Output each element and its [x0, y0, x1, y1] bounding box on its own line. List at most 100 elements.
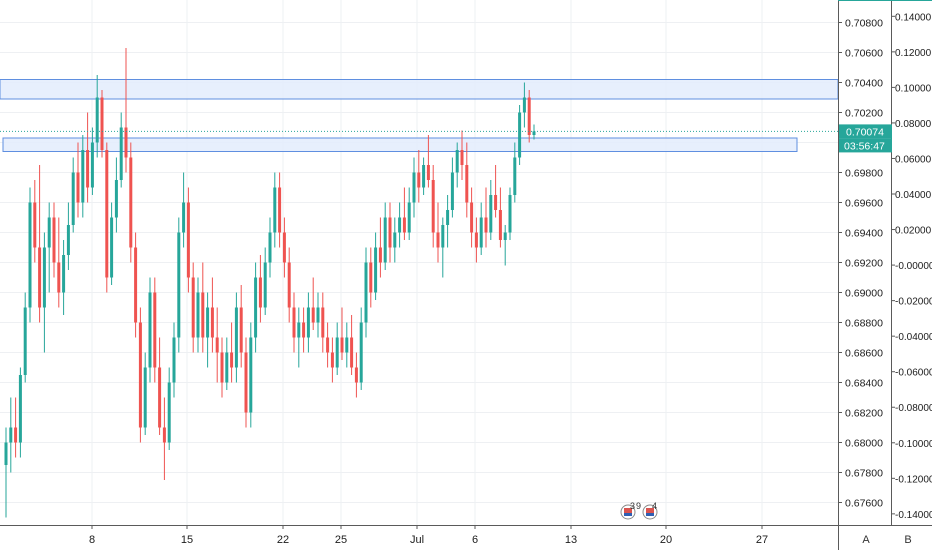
candle-body	[81, 150, 85, 203]
candle	[383, 202, 387, 270]
candle	[95, 75, 99, 158]
log-scale-toggle[interactable]: B	[904, 534, 911, 546]
candle	[9, 397, 13, 473]
candle	[143, 352, 147, 435]
candle-body	[287, 262, 291, 308]
candle	[263, 247, 267, 315]
candle	[498, 187, 502, 248]
candle-body	[426, 165, 430, 180]
candle-body	[38, 247, 42, 308]
candle	[470, 187, 474, 248]
candle-body	[321, 307, 325, 338]
candle-body	[52, 217, 56, 263]
candle-body	[532, 131, 536, 135]
candle	[158, 337, 162, 435]
price-tick-label: 0.68200	[845, 408, 883, 420]
candle	[441, 217, 445, 278]
candle-body	[234, 307, 238, 368]
candle-body	[282, 232, 286, 263]
candle-body	[335, 337, 339, 368]
candle	[508, 187, 512, 240]
candle-body	[182, 202, 186, 233]
candle-body	[57, 262, 61, 293]
candle	[191, 262, 195, 353]
candle-body	[143, 367, 147, 428]
candle	[431, 165, 435, 248]
candle-body	[220, 352, 224, 383]
current-price-badge: 0.70074 03:56:47	[839, 124, 892, 153]
candle	[474, 217, 478, 263]
candle-body	[28, 202, 32, 308]
candle-body	[215, 337, 219, 353]
candle-body	[254, 277, 258, 338]
secondary-tick-label: -0.00000	[895, 261, 932, 272]
candle	[489, 180, 493, 240]
candle	[282, 217, 286, 278]
candle-body	[167, 382, 171, 443]
event-marker-count: 3	[630, 501, 635, 511]
candle-body	[326, 337, 330, 353]
candle-body	[42, 247, 46, 308]
candle	[52, 202, 56, 278]
candle	[196, 277, 200, 353]
candle-body	[76, 172, 80, 203]
auto-scale-toggle[interactable]: A	[862, 534, 870, 546]
candle-body	[186, 202, 190, 278]
candle-body	[431, 180, 435, 233]
candle-body	[206, 307, 210, 338]
candle-body	[244, 352, 248, 413]
price-tick-label: 0.69600	[845, 198, 883, 210]
secondary-tick-label: -0.02000	[895, 297, 932, 308]
candle-body	[398, 217, 402, 233]
candle	[503, 225, 507, 266]
candle	[42, 232, 46, 353]
candle	[465, 142, 469, 218]
candle	[186, 187, 190, 293]
candles	[4, 48, 536, 518]
candle-body	[407, 202, 411, 233]
current-price-badge-bg	[839, 124, 892, 139]
price-tick-label: 0.69200	[845, 258, 883, 270]
candle-body	[297, 322, 301, 338]
candle-body	[388, 217, 392, 248]
candle	[76, 142, 80, 218]
candle	[129, 142, 133, 263]
time-tick-label: Jul	[410, 534, 424, 546]
candle-body	[340, 337, 344, 353]
candle	[167, 367, 171, 450]
secondary-tick-label: 0.04000	[895, 190, 932, 201]
resistance-zone[interactable]	[2, 137, 798, 152]
price-tick-label: 0.68600	[845, 348, 883, 360]
candle	[182, 172, 186, 248]
candle-body	[268, 232, 272, 263]
candle	[345, 322, 349, 368]
secondary-tick-label: 0.02000	[895, 226, 932, 237]
candle-body	[474, 232, 478, 248]
candle-body	[450, 172, 454, 210]
flag-icon[interactable]: 4	[642, 501, 658, 520]
secondary-tick-label: 0.08000	[895, 119, 932, 130]
candle	[330, 337, 334, 383]
candle-body	[513, 157, 517, 195]
price-tick-label: 0.70600	[845, 48, 883, 60]
candle	[90, 127, 94, 195]
candle-body	[196, 292, 200, 338]
candle-body	[95, 97, 99, 143]
candle-body	[263, 262, 267, 308]
candle-body	[71, 172, 75, 225]
candle-body	[148, 292, 152, 368]
countdown-label: 03:56:47	[844, 140, 885, 152]
candle	[268, 217, 272, 278]
candle-body	[446, 210, 450, 225]
candle	[407, 187, 411, 240]
candle	[278, 172, 282, 248]
candle-body	[292, 307, 296, 338]
candle	[311, 277, 315, 330]
candle	[287, 247, 291, 323]
candle-body	[162, 427, 166, 443]
candle	[153, 277, 157, 383]
candle-body	[306, 307, 310, 338]
candle-body	[465, 165, 469, 203]
